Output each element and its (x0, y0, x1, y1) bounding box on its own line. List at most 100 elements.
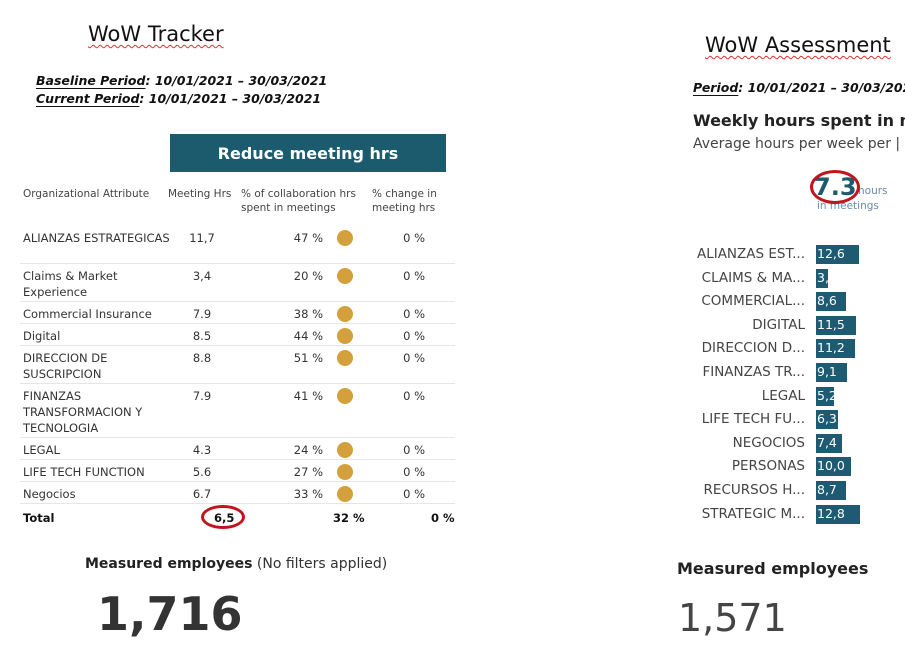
row-change: 0 % (403, 231, 425, 245)
bar-category-label: LIFE TECH FU... (701, 411, 805, 428)
bar[interactable] (816, 268, 828, 288)
status-dot-icon (337, 350, 353, 366)
bar-value-label: 3, (817, 269, 829, 285)
bar[interactable] (816, 386, 834, 406)
status-dot-icon (337, 268, 353, 284)
bar[interactable] (816, 410, 838, 430)
table-row[interactable]: FINANZAS TRANSFORMACION Y TECNOLOGIA 7.9 4… (20, 384, 455, 438)
bar-category-label: STRATEGIC M... (701, 505, 805, 522)
bar[interactable] (816, 481, 846, 500)
current-period: Current Period: 10/01/2021 – 30/03/2021 (36, 91, 321, 106)
bar-row[interactable]: DIGITAL 11,5 (690, 315, 905, 335)
bar-value-label: 12,6 (817, 246, 845, 261)
bar-row[interactable]: PERSONAS 10,0 (690, 456, 905, 477)
row-hours: 7.9 (192, 307, 212, 321)
table-row[interactable]: Claims & Market Experience 3,4 20 % 0 % (20, 264, 455, 302)
bar-category-label: RECURSOS H... (703, 482, 805, 498)
bar-row[interactable]: NEGOCIOS 7,4 (690, 433, 905, 453)
highlight-circle (201, 505, 245, 529)
bar-value-label: 8,7 (817, 482, 837, 497)
status-dot-icon (337, 306, 353, 322)
bar-chart: ALIANZAS EST... 12,6 CLAIMS & MA... 3, COMME… (690, 244, 905, 526)
period-label: Period (693, 80, 739, 95)
status-cell (323, 460, 353, 480)
row-change: 0 % (403, 487, 425, 501)
baseline-period: Baseline Period: 10/01/2021 – 30/03/2021 (36, 73, 327, 88)
bar-category-label: COMMERCIAL... (701, 293, 805, 310)
current-value: : 10/01/2021 – 30/03/2021 (139, 91, 322, 106)
metric-header: Reduce meeting hrs (170, 134, 446, 172)
table-row[interactable]: Commercial Insurance 7.9 38 % 0 % (20, 302, 455, 324)
row-pct: 51 % (293, 351, 323, 365)
chart-subheading: Average hours per week per | (693, 136, 901, 152)
row-attribute: DIRECCION DE SUSCRIPCION (23, 351, 108, 381)
bar-row[interactable]: LEGAL 5,2 (690, 386, 905, 406)
row-attribute: LEGAL (23, 443, 60, 457)
row-pct: 24 % (293, 443, 323, 457)
average-unit: hours (858, 185, 888, 197)
left-title: WoW Tracker (88, 22, 224, 46)
bar[interactable] (816, 292, 846, 312)
row-attribute: Digital (23, 329, 61, 343)
row-hours: 5.6 (192, 465, 212, 479)
bar[interactable] (816, 363, 848, 382)
bar-row[interactable]: DIRECCION D... 11,2 (690, 338, 905, 359)
bar[interactable] (816, 433, 842, 453)
bar-row[interactable]: ALIANZAS EST... 12,6 (690, 244, 905, 264)
table-row[interactable]: Negocios 6.7 33 % 0 % (20, 482, 455, 504)
row-attribute: ALIANZAS ESTRATEGICAS (23, 231, 170, 245)
baseline-value: : 10/01/2021 – 30/03/2021 (145, 73, 328, 88)
row-change: 0 % (403, 443, 425, 457)
bar-row[interactable]: FINANZAS TR... 9,1 (690, 362, 905, 382)
bar-value-label: 11,2 (817, 340, 845, 356)
bar-row[interactable]: COMMERCIAL... 8,6 (690, 291, 905, 312)
bar-row[interactable]: LIFE TECH FU... 6,3 (690, 409, 905, 430)
bar[interactable] (816, 457, 851, 477)
table-row[interactable]: LIFE TECH FUNCTION 5.6 27 % 0 % (20, 460, 455, 482)
bar-category-label: PERSONAS (731, 458, 805, 475)
table-row[interactable]: LEGAL 4.3 24 % 0 % (20, 438, 455, 460)
status-cell (323, 384, 353, 404)
status-cell (323, 482, 353, 502)
status-cell (323, 264, 353, 284)
row-change: 0 % (403, 351, 425, 365)
period-value: : 10/01/2021 – 30/03/2021 (738, 80, 905, 95)
total-pct: 32 % (333, 511, 365, 525)
bar[interactable] (816, 245, 860, 264)
bar-value-label: 9,1 (817, 364, 837, 379)
bar-category-label: FINANZAS TR... (702, 364, 805, 380)
bar[interactable] (816, 339, 855, 359)
row-change: 0 % (403, 465, 425, 479)
left-measured-count: 1,716 (97, 587, 243, 641)
bar-row[interactable]: CLAIMS & MA... 3, (690, 268, 905, 288)
column-header-hours[interactable]: Meeting Hrs (168, 188, 232, 200)
column-header-change[interactable]: % change in meeting hrs (372, 188, 437, 214)
chart-heading: Weekly hours spent in m (693, 111, 905, 130)
bar-value-label: 7,4 (817, 434, 837, 450)
table-row[interactable]: Digital 8.5 44 % 0 % (20, 324, 455, 346)
bar-category-label: DIGITAL (752, 316, 805, 333)
row-pct: 27 % (293, 465, 323, 479)
row-hours: 4.3 (192, 443, 212, 457)
row-hours: 3,4 (192, 269, 212, 283)
column-header-attribute[interactable]: Organizational Attribute (23, 188, 150, 200)
highlight-circle (810, 170, 860, 204)
status-cell (323, 226, 353, 246)
status-cell (323, 346, 353, 366)
bar-row[interactable]: STRATEGIC M... 12,8 (690, 504, 905, 524)
table-row[interactable]: ALIANZAS ESTRATEGICAS 11,7 47 % 0 % (20, 226, 455, 264)
bar-value-label: 12,8 (817, 505, 845, 521)
total-hours: 6,5 (214, 511, 235, 525)
bar-value-label: 11,5 (817, 316, 845, 332)
bar[interactable] (816, 315, 856, 335)
row-hours: 7.9 (192, 389, 212, 403)
status-dot-icon (337, 388, 353, 404)
bar[interactable] (816, 504, 861, 524)
measured-note: (No filters applied) (252, 556, 388, 572)
row-hours: 8.5 (192, 329, 212, 343)
column-header-pct[interactable]: % of collaboration hrs spent in meetings (241, 188, 356, 214)
bar-row[interactable]: RECURSOS H... 8,7 (690, 480, 905, 500)
total-change: 0 % (431, 511, 455, 525)
bar-category-label: LEGAL (761, 387, 805, 404)
table-row[interactable]: DIRECCION DE SUSCRIPCION 8.8 51 % 0 % (20, 346, 455, 384)
